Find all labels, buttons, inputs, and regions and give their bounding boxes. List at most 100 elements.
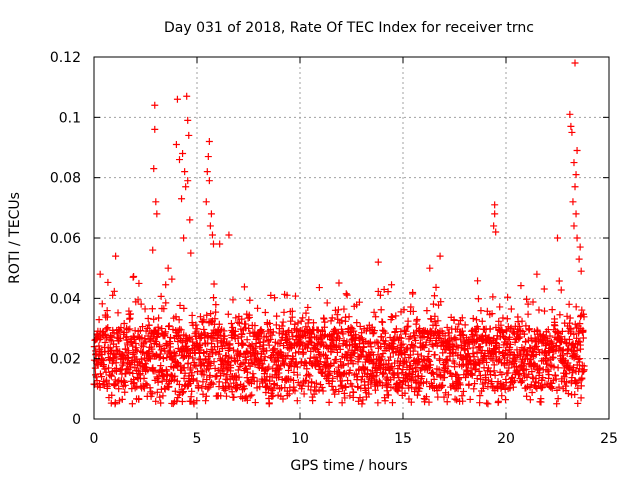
data-point xyxy=(506,340,514,348)
data-point xyxy=(229,296,237,304)
data-point xyxy=(576,320,584,328)
y-tick-label: 0.1 xyxy=(59,110,81,126)
data-point xyxy=(304,370,312,378)
data-point xyxy=(128,385,136,393)
data-point xyxy=(208,340,216,348)
data-point xyxy=(533,270,541,278)
data-point xyxy=(503,315,511,323)
data-point xyxy=(283,339,291,347)
data-point xyxy=(279,395,287,403)
data-point xyxy=(204,385,212,393)
data-point xyxy=(395,362,403,370)
data-point xyxy=(124,341,132,349)
data-point xyxy=(238,315,246,323)
data-point xyxy=(537,398,545,406)
data-point xyxy=(124,354,132,362)
data-point xyxy=(543,360,551,368)
data-point xyxy=(493,332,501,340)
data-point xyxy=(297,339,305,347)
data-point xyxy=(107,372,115,380)
data-point xyxy=(360,365,368,373)
data-point xyxy=(430,375,438,383)
data-point xyxy=(384,391,392,399)
data-point xyxy=(416,384,424,392)
data-point xyxy=(400,306,408,314)
data-point xyxy=(554,395,562,403)
data-point xyxy=(148,305,156,313)
data-point xyxy=(162,328,170,336)
data-point xyxy=(104,278,112,286)
data-point xyxy=(205,137,213,145)
data-point xyxy=(573,234,581,242)
data-point xyxy=(171,372,179,380)
data-point xyxy=(566,110,574,118)
data-point xyxy=(133,367,141,375)
data-point xyxy=(333,336,341,344)
data-point xyxy=(227,364,235,372)
data-point xyxy=(474,277,482,285)
data-point xyxy=(379,318,387,326)
data-point xyxy=(422,393,430,401)
data-point xyxy=(465,380,473,388)
data-point xyxy=(353,319,361,327)
data-point xyxy=(490,222,498,230)
data-point xyxy=(116,366,124,374)
data-point xyxy=(157,362,165,370)
data-point xyxy=(498,392,506,400)
data-point xyxy=(153,388,161,396)
data-point xyxy=(443,323,451,331)
data-point xyxy=(289,354,297,362)
data-point xyxy=(321,318,329,326)
data-point xyxy=(231,327,239,335)
data-point xyxy=(195,383,203,391)
data-point xyxy=(210,280,218,288)
data-point xyxy=(163,370,171,378)
data-point xyxy=(211,315,219,323)
data-point xyxy=(111,399,119,407)
data-point xyxy=(262,376,270,384)
data-point xyxy=(171,387,179,395)
data-point xyxy=(418,372,426,380)
data-point xyxy=(304,344,312,352)
data-point xyxy=(193,397,201,405)
data-point xyxy=(162,341,170,349)
data-point xyxy=(468,371,476,379)
data-point xyxy=(242,348,250,356)
data-point xyxy=(151,101,159,109)
data-point xyxy=(305,316,313,324)
data-point xyxy=(219,362,227,370)
data-point xyxy=(280,308,288,316)
data-point xyxy=(197,330,205,338)
data-point xyxy=(499,328,507,336)
data-point xyxy=(376,357,384,365)
data-point xyxy=(454,385,462,393)
data-point xyxy=(517,378,525,386)
data-point xyxy=(365,390,373,398)
data-point xyxy=(397,334,405,342)
data-point xyxy=(178,389,186,397)
data-point xyxy=(569,198,577,206)
data-point xyxy=(123,324,131,332)
data-point xyxy=(158,377,166,385)
data-point xyxy=(200,316,208,324)
data-point xyxy=(579,326,587,334)
data-point xyxy=(229,323,237,331)
data-point xyxy=(98,373,106,381)
data-point xyxy=(413,316,421,324)
data-point xyxy=(341,394,349,402)
x-tick-label: 25 xyxy=(600,431,618,447)
data-point xyxy=(552,375,560,383)
data-point xyxy=(129,369,137,377)
data-point xyxy=(166,340,174,348)
data-point xyxy=(377,306,385,314)
data-point xyxy=(241,364,249,372)
data-point xyxy=(503,327,511,335)
data-point xyxy=(303,365,311,373)
data-point xyxy=(390,343,398,351)
data-point xyxy=(486,325,494,333)
data-point xyxy=(425,347,433,355)
data-point xyxy=(141,360,149,368)
data-point xyxy=(394,387,402,395)
data-point xyxy=(318,383,326,391)
data-point xyxy=(205,365,213,373)
